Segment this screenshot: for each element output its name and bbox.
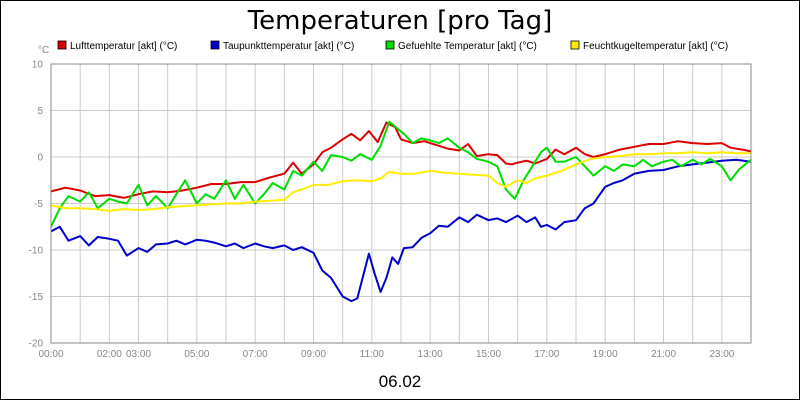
x-tick-label: 11:00: [360, 349, 385, 360]
series-line-2: [50, 120, 752, 228]
y-axis-ticks: 10 5 0 -5 -10 -15 -20: [29, 60, 44, 350]
series-line-1: [50, 158, 752, 303]
x-tick-label: 05:00: [184, 349, 209, 360]
grid: [50, 63, 752, 344]
chart-title: Temperaturen [pro Tag]: [247, 6, 553, 36]
y-tick-label: -10: [29, 246, 44, 257]
x-tick-label: 02:00: [97, 349, 122, 360]
legend-swatch-3: [570, 40, 580, 50]
x-axis-ticks: 00:00 02:00 03:00 05:00 07:00 09:00 11:00 13:00…: [38, 349, 734, 360]
x-tick-label: 07:00: [243, 349, 268, 360]
legend-swatch-2: [385, 40, 395, 50]
legend-label-1: Taupunkttemperatur [akt] (°C): [223, 41, 354, 52]
legend-swatch-1: [210, 40, 220, 50]
y-tick-label: 5: [37, 106, 43, 117]
x-tick-label: 09:00: [301, 349, 326, 360]
plot-area: [50, 63, 752, 344]
date-label: 06.02: [379, 372, 422, 391]
legend-label-0: Lufttemperatur [akt] (°C): [70, 41, 177, 52]
legend-swatch-0: [57, 40, 67, 50]
legend-label-2: Gefuehlte Temperatur [akt] (°C): [398, 41, 537, 52]
x-tick-label: 13:00: [418, 349, 443, 360]
series-line-0: [50, 121, 752, 199]
y-tick-label: -5: [34, 199, 43, 210]
y-tick-label: 0: [37, 153, 43, 164]
y-tick-label: -15: [29, 292, 44, 303]
x-tick-label: 00:00: [38, 349, 63, 360]
x-tick-label: 03:00: [126, 349, 151, 360]
series-line-3: [50, 151, 751, 212]
y-axis-unit: °C: [38, 45, 49, 56]
legend: Lufttemperatur [akt] (°C) Taupunkttempera…: [57, 40, 728, 52]
x-tick-label: 21:00: [651, 349, 676, 360]
y-tick-label: 10: [32, 60, 44, 71]
legend-label-3: Feuchtkugeltemperatur [akt] (°C): [583, 41, 728, 52]
x-tick-label: 17:00: [534, 349, 559, 360]
x-tick-label: 19:00: [593, 349, 618, 360]
x-tick-label: 23:00: [709, 349, 734, 360]
y-tick-label: -20: [29, 339, 44, 350]
x-tick-label: 15:00: [476, 349, 501, 360]
series-lines: [50, 120, 752, 303]
